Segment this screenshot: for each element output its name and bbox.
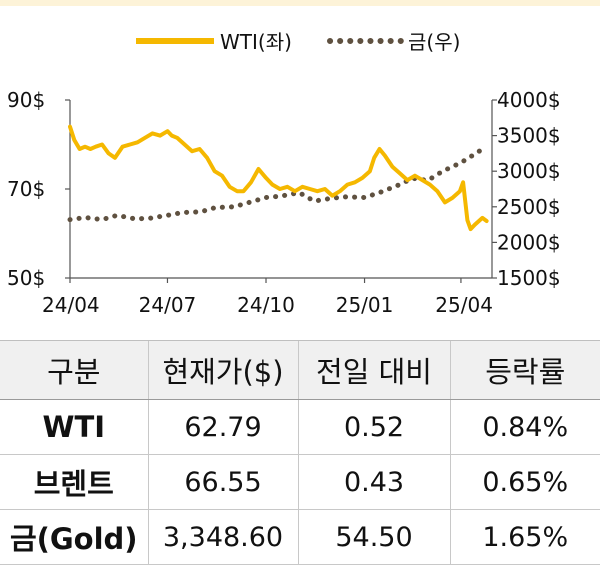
- x-tick-label: 24/04: [42, 293, 100, 317]
- price-table: 구분 현재가($) 전일 대비 등락률 WTI 62.79 0.52 0.84%…: [0, 340, 600, 565]
- change-rate-cell: 0.84%: [449, 399, 600, 455]
- chart-canvas: WTI(좌) 금(우) 90$ 70$ 50$ 4000$ 3500$ 3000$ 2500$ 2…: [7, 30, 561, 317]
- table-row-brent: 브렌트 66.55 0.43 0.65%: [0, 454, 600, 510]
- table-row-wti: WTI 62.79 0.52 0.84%: [0, 399, 600, 455]
- x-tick-label: 25/01: [336, 293, 394, 317]
- top-accent-strip: [0, 0, 600, 6]
- header-category: 구분: [0, 340, 148, 400]
- legend-label-gold: 금(우): [408, 30, 460, 54]
- y-left-tick-label: 90$: [7, 88, 45, 112]
- header-change: 전일 대비: [297, 340, 450, 400]
- series-wti-line: [68, 124, 489, 232]
- change-cell: 0.52: [297, 399, 450, 455]
- current-price-cell: 62.79: [147, 399, 298, 455]
- y-right-tick-label: 3000$: [497, 159, 561, 183]
- y-right-tick-label: 1500$: [497, 266, 561, 290]
- row-name: 브렌트: [0, 454, 148, 510]
- row-name: WTI: [0, 399, 148, 455]
- table-row-gold: 금(Gold) 3,348.60 54.50 1.65%: [0, 509, 600, 565]
- row-name: 금(Gold): [0, 509, 148, 565]
- y-right-tick-label: 2000$: [497, 230, 561, 254]
- change-cell: 0.43: [297, 454, 450, 510]
- y-left-tick-label: 70$: [7, 177, 45, 201]
- current-price-cell: 3,348.60: [147, 509, 298, 565]
- x-tick-label: 25/04: [435, 293, 493, 317]
- change-cell: 54.50: [297, 509, 450, 565]
- header-change-rate: 등락률: [449, 340, 600, 400]
- change-rate-cell: 1.65%: [449, 509, 600, 565]
- current-price-cell: 66.55: [147, 454, 298, 510]
- x-tick-label: 24/07: [139, 293, 197, 317]
- change-rate-cell: 0.65%: [449, 454, 600, 510]
- table-header-row: 구분 현재가($) 전일 대비 등락률: [0, 340, 600, 400]
- x-tick-label: 24/10: [237, 293, 295, 317]
- y-right-tick-label: 3500$: [497, 124, 561, 148]
- y-right-tick-label: 2500$: [497, 195, 561, 219]
- legend-label-wti: WTI(좌): [220, 30, 292, 54]
- header-current-price: 현재가($): [147, 340, 298, 400]
- y-right-tick-label: 4000$: [497, 88, 561, 112]
- price-chart: WTI(좌) 금(우) 90$ 70$ 50$ 4000$ 3500$ 3000$ 2500$ 2…: [7, 30, 561, 317]
- y-left-tick-label: 50$: [7, 266, 45, 290]
